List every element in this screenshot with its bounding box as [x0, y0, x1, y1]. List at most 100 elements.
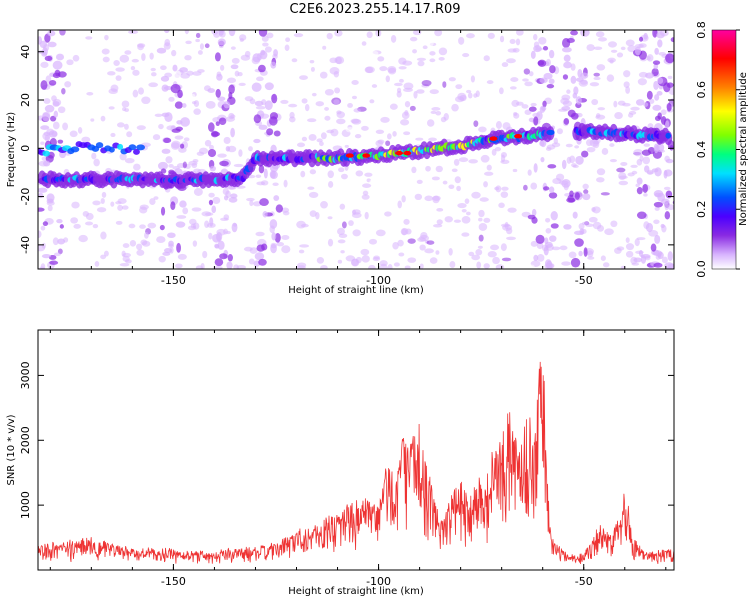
heatmap-cell — [411, 166, 417, 174]
heatmap-cell — [628, 112, 634, 118]
heatmap-cell — [160, 206, 166, 216]
heatmap-cell — [456, 185, 461, 192]
heatmap-cell — [320, 264, 328, 269]
heatmap-cell — [156, 47, 167, 54]
heatmap-cell — [596, 177, 605, 183]
heatmap-cell — [664, 202, 669, 211]
heatmap-cell — [546, 260, 553, 269]
heatmap-cell — [573, 230, 584, 236]
heatmap-cell — [204, 139, 212, 147]
heatmap-cell — [582, 193, 591, 201]
heatmap-cell — [416, 57, 427, 61]
heatmap-cell — [636, 158, 643, 166]
heatmap-cell — [362, 183, 372, 188]
heatmap-cell — [175, 263, 183, 269]
heatmap-cell — [637, 78, 647, 86]
heatmap-cell — [228, 84, 235, 94]
heatmap-cell — [351, 212, 362, 219]
heatmap-cell — [66, 59, 74, 66]
heatmap-cell — [285, 37, 291, 43]
heatmap-cell — [553, 137, 558, 145]
heatmap-cell — [160, 75, 170, 82]
heatmap-cell — [191, 207, 202, 212]
heatmap-cell — [228, 30, 236, 37]
heatmap-cell — [575, 96, 582, 105]
heatmap-cell — [571, 163, 577, 168]
heatmap-cell — [515, 101, 524, 106]
heatmap-cell — [160, 168, 167, 174]
heatmap-cell — [654, 192, 662, 197]
heatmap-cell — [288, 103, 298, 108]
heatmap-cell — [625, 250, 634, 258]
heatmap-cell — [435, 165, 443, 173]
heatmap-cell — [582, 183, 589, 190]
heatmap-cell — [258, 124, 268, 130]
y-tick-label: -20 — [19, 188, 32, 206]
heatmap-cell — [633, 257, 642, 263]
heatmap-cell — [43, 160, 51, 167]
heatmap-cell — [141, 53, 146, 61]
heatmap-cell — [119, 153, 127, 161]
heatmap-cell — [43, 98, 51, 104]
heatmap-cell — [620, 46, 626, 51]
heatmap-cell — [466, 89, 472, 94]
heatmap-cell — [512, 168, 518, 173]
heatmap-cell — [165, 156, 173, 164]
heatmap-cell — [506, 58, 516, 64]
heatmap-cell — [38, 192, 44, 199]
heatmap-cell — [254, 252, 265, 261]
heatmap-cell — [238, 82, 246, 86]
heatmap-cell — [561, 94, 571, 101]
heatmap-cell — [548, 49, 555, 59]
heatmap-cell — [327, 170, 334, 179]
heatmap-cell — [220, 64, 225, 71]
heatmap-cell — [470, 75, 476, 83]
heatmap-cell — [563, 61, 572, 69]
heatmap-cell — [665, 190, 673, 199]
heatmap-cell — [429, 89, 439, 95]
heatmap-cell — [40, 263, 46, 269]
heatmap-cell — [324, 88, 334, 96]
heatmap-cell — [159, 224, 165, 231]
heatmap-cell — [546, 83, 555, 89]
heatmap-cell — [461, 208, 467, 213]
heatmap-cell — [188, 160, 198, 166]
heatmap-cell — [115, 75, 122, 81]
heatmap-cell — [121, 228, 129, 235]
heatmap-cell — [613, 100, 618, 108]
heatmap-cell — [139, 204, 149, 210]
heatmap-cell — [592, 206, 601, 214]
heatmap-cell — [351, 80, 359, 86]
heatmap-cell — [436, 219, 443, 225]
x-tick-label: -100 — [366, 575, 391, 588]
heatmap-cell — [77, 127, 83, 134]
heatmap-cell — [253, 138, 261, 144]
heatmap-cell — [583, 247, 588, 257]
heatmap-cell — [530, 240, 538, 247]
heatmap-cell — [231, 57, 240, 64]
heatmap-cell — [182, 207, 189, 215]
heatmap-peak — [362, 153, 371, 158]
heatmap-cell — [217, 96, 226, 102]
heatmap-cell — [42, 150, 50, 157]
heatmap-cell — [507, 48, 517, 53]
heatmap-cell — [422, 45, 428, 50]
heatmap-cell — [337, 259, 343, 264]
heatmap-cell — [486, 80, 494, 85]
heatmap-cell — [546, 129, 555, 136]
heatmap-cell — [646, 55, 651, 61]
heatmap-cell — [305, 181, 313, 185]
heatmap-cell — [537, 253, 545, 262]
heatmap-cell — [44, 55, 53, 61]
heatmap-cell — [663, 82, 671, 93]
heatmap-cell — [377, 139, 385, 145]
heatmap-cell — [368, 238, 378, 245]
heatmap-cell — [246, 197, 255, 202]
heatmap-cell — [171, 140, 181, 149]
heatmap-cell — [128, 30, 139, 35]
heatmap-cell — [534, 84, 539, 92]
heatmap-cell — [561, 159, 567, 170]
heatmap-cell — [273, 49, 278, 57]
heatmap-cell — [171, 49, 177, 57]
heatmap-cell — [648, 98, 655, 104]
